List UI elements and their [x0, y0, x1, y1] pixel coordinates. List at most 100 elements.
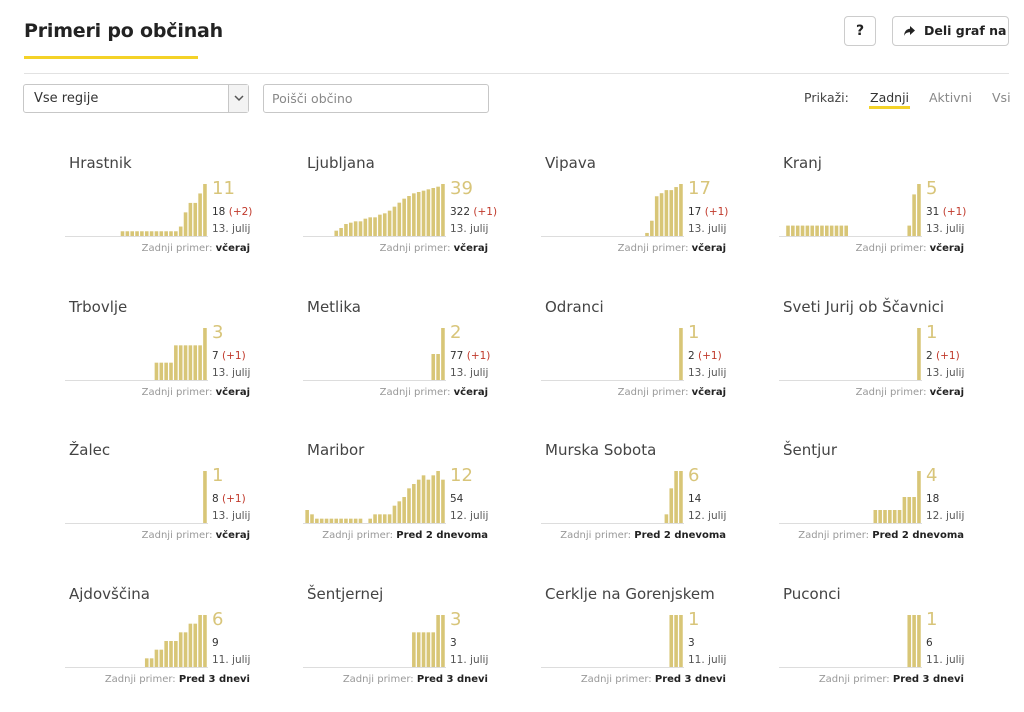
chart-bar	[659, 193, 664, 236]
chart-bar	[144, 658, 149, 667]
total-cases: 322 (+1)	[450, 206, 497, 218]
filter-zadnji-label: Zadnji	[870, 90, 910, 105]
last-case: Zadnji primer: Pred 3 dnevi	[581, 674, 726, 685]
help-button[interactable]: ?	[844, 16, 876, 46]
municipality-card[interactable]: Odranci 1 2 (+1) 13. julij Zadnji primer: vč…	[541, 298, 745, 428]
total-value: 8	[212, 493, 219, 505]
municipality-name: Šentjur	[783, 441, 837, 459]
share-button[interactable]: Deli graf na	[892, 16, 1009, 46]
last-date: 11. julij	[450, 654, 489, 666]
municipality-card[interactable]: Hrastnik 11 18 (+2) 13. julij Zadnji primer:…	[65, 154, 269, 284]
chart-bar	[183, 212, 188, 236]
total-delta: (+1)	[222, 493, 246, 505]
municipality-card[interactable]: Trbovlje 3 7 (+1) 13. julij Zadnji primer: v…	[65, 298, 269, 428]
municipality-card[interactable]: Vipava 17 17 (+1) 13. julij Zadnji primer: v…	[541, 154, 745, 284]
last-case-value: Pred 3 dnevi	[654, 674, 726, 685]
municipality-card[interactable]: Puconci 1 6 11. julij Zadnji primer: Pred 3…	[779, 585, 983, 712]
municipality-card[interactable]: Ljubljana 39 322 (+1) 13. julij Zadnji prime…	[303, 154, 507, 284]
chart-bar	[679, 328, 683, 380]
municipality-card[interactable]: Kranj 5 31 (+1) 13. julij Zadnji primer: vče…	[779, 154, 983, 284]
chart-bar	[188, 345, 193, 380]
chart-bar	[174, 231, 178, 236]
last-date: 13. julij	[688, 223, 727, 235]
active-cases: 4	[926, 465, 938, 486]
municipality-name: Vipava	[545, 154, 596, 172]
chart-bar	[363, 218, 368, 236]
last-case-value: včeraj	[453, 243, 488, 254]
municipality-card[interactable]: Maribor 12 54 12. julij Zadnji primer: Pred…	[303, 441, 507, 571]
municipality-card[interactable]: Murska Sobota 6 14 12. julij Zadnji primer:…	[541, 441, 745, 571]
municipality-card[interactable]: Ajdovščina 6 9 11. julij Zadnji primer: Pre…	[65, 585, 269, 712]
title-underline	[24, 56, 198, 59]
chart-bar	[791, 225, 795, 236]
total-cases: 77 (+1)	[450, 350, 490, 362]
chart-bar	[426, 632, 431, 667]
total-value: 17	[688, 206, 702, 218]
chart-bar	[786, 225, 790, 236]
total-delta: (+1)	[704, 206, 729, 218]
last-date: 11. julij	[212, 654, 251, 666]
total-value: 14	[688, 493, 702, 505]
chart-bar	[397, 202, 402, 236]
chart-bar	[164, 362, 168, 380]
municipality-card[interactable]: Sveti Jurij ob Ščavnici 1 2 (+1) 13. julij Z…	[779, 298, 983, 428]
chart-bar	[436, 354, 440, 380]
active-cases: 1	[688, 609, 700, 630]
chart-bar	[421, 190, 426, 236]
chart-bar	[339, 228, 343, 236]
last-case: Zadnji primer: Pred 2 dnevoma	[560, 530, 726, 541]
region-select[interactable]: Vse regije	[23, 84, 249, 113]
chart-bar	[441, 615, 445, 667]
sparkline-chart	[303, 471, 446, 524]
last-date: 13. julij	[212, 367, 251, 379]
last-case-value: včeraj	[691, 387, 726, 398]
chart-bar	[183, 345, 188, 380]
chevron-down-icon[interactable]	[228, 85, 248, 112]
total-cases: 3	[688, 637, 695, 649]
chart-bar	[907, 225, 912, 236]
chart-bar	[907, 497, 912, 523]
sparkline-chart	[303, 615, 446, 668]
chart-bar	[368, 518, 372, 523]
chart-bar	[174, 641, 178, 667]
municipality-name: Hrastnik	[69, 154, 132, 172]
municipality-card[interactable]: Šentjur 4 18 12. julij Zadnji primer: Pred …	[779, 441, 983, 571]
chart-bar	[805, 225, 810, 236]
filter-aktivni[interactable]: Aktivni	[929, 90, 972, 105]
municipality-card[interactable]: Metlika 2 77 (+1) 13. julij Zadnji primer: v…	[303, 298, 507, 428]
total-delta: (+1)	[222, 350, 246, 362]
chart-bar	[193, 345, 198, 380]
total-delta: (+2)	[228, 206, 253, 218]
chart-bar	[441, 328, 445, 380]
chart-bar	[339, 518, 343, 523]
chart-bar	[329, 518, 334, 523]
share-arrow-icon	[904, 26, 915, 36]
municipality-name: Ajdovščina	[69, 585, 150, 603]
chart-bar	[203, 328, 207, 380]
chart-bar	[188, 202, 193, 236]
sparkline-chart	[541, 184, 684, 237]
municipality-card[interactable]: Šentjernej 3 3 11. julij Zadnji primer: Pre…	[303, 585, 507, 712]
chart-bar	[144, 231, 149, 236]
filter-zadnji[interactable]: Zadnji	[869, 90, 911, 109]
chart-bar	[664, 190, 669, 236]
chart-bar	[140, 231, 144, 236]
filter-vsi[interactable]: Vsi	[992, 90, 1011, 105]
chart-bar	[407, 196, 411, 236]
last-case: Zadnji primer: včeraj	[142, 243, 250, 254]
chart-bar	[349, 222, 353, 236]
municipality-card[interactable]: Cerklje na Gorenjskem 1 3 11. julij Zadnji …	[541, 585, 745, 712]
chart-bar	[407, 488, 411, 523]
chart-bar	[193, 202, 198, 236]
chart-bar	[178, 226, 183, 236]
sparkline-chart	[65, 328, 208, 381]
last-case-value: Pred 3 dnevi	[416, 674, 488, 685]
last-case: Zadnji primer: včeraj	[380, 387, 488, 398]
last-date: 13. julij	[212, 223, 251, 235]
active-cases: 1	[688, 322, 700, 343]
municipality-search-input[interactable]	[263, 84, 489, 113]
total-cases: 7 (+1)	[212, 350, 246, 362]
municipality-card[interactable]: Žalec 1 8 (+1) 13. julij Zadnji primer: včer…	[65, 441, 269, 571]
chart-bar	[344, 224, 348, 236]
last-date: 13. julij	[926, 367, 965, 379]
